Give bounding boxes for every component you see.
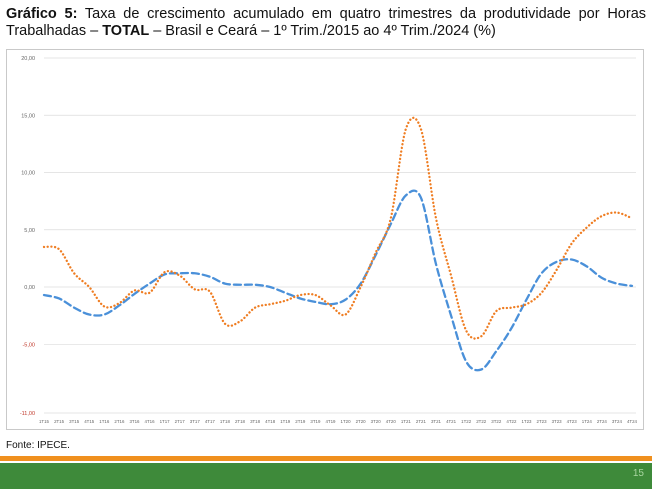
- title-text-1: Taxa de crescimento acumulado em quatro …: [6, 6, 647, 39]
- x-tick-label: 4T22: [506, 419, 517, 424]
- x-tick-label: 1T22: [461, 419, 472, 424]
- source-note: Fonte: IPECE.: [6, 440, 70, 451]
- x-tick-label: 2T22: [476, 419, 487, 424]
- y-tick-label: 0,00: [24, 285, 35, 291]
- page-number: 15: [632, 468, 644, 479]
- x-tick-label: 4T23: [567, 419, 578, 424]
- y-tick-label: 10,00: [21, 171, 35, 177]
- footer-green-bar: [0, 463, 652, 489]
- x-tick-label: 3T24: [612, 419, 623, 424]
- x-tick-label: 1T19: [280, 419, 291, 424]
- x-tick-label: 3T18: [250, 419, 261, 424]
- y-tick-label: 20,00: [21, 56, 35, 62]
- x-tick-label: 3T23: [552, 419, 563, 424]
- x-tick-label: 2T16: [114, 419, 125, 424]
- title-text-2: – Brasil e Ceará – 1º Trim./2015 ao 4º T…: [149, 23, 496, 39]
- x-tick-label: 2T18: [235, 419, 246, 424]
- x-tick-label: 1T21: [401, 419, 412, 424]
- title-bold: TOTAL: [102, 23, 150, 39]
- x-tick-label: 2T17: [175, 419, 186, 424]
- y-tick-label: -5,00: [22, 342, 35, 348]
- x-tick-label: 2T20: [356, 419, 367, 424]
- x-tick-label: 1T24: [582, 419, 593, 424]
- chart-frame: [6, 49, 644, 430]
- x-tick-label: 1T15: [39, 419, 50, 424]
- x-tick-label: 4T19: [325, 419, 336, 424]
- x-tick-label: 1T18: [220, 419, 231, 424]
- y-tick-label: 5,00: [24, 228, 35, 234]
- x-tick-label: 1T16: [99, 419, 110, 424]
- chart-title: Gráfico 5: Taxa de crescimento acumulado…: [6, 6, 646, 40]
- x-tick-label: 2T24: [597, 419, 608, 424]
- x-tick-label: 4T15: [84, 419, 95, 424]
- x-tick-label: 4T16: [145, 419, 156, 424]
- x-tick-label: 1T17: [160, 419, 171, 424]
- y-tick-label: -11,00: [20, 411, 35, 417]
- footer-orange-bar: [0, 456, 652, 461]
- x-tick-label: 3T20: [371, 419, 382, 424]
- series-line-dashed: [42, 189, 634, 372]
- x-tick-label: 3T22: [491, 419, 502, 424]
- x-tick-label: 4T18: [265, 419, 276, 424]
- x-tick-label: 2T23: [537, 419, 548, 424]
- x-tick-label: 3T21: [431, 419, 442, 424]
- x-tick-label: 3T15: [69, 419, 80, 424]
- x-tick-label: 3T19: [310, 419, 321, 424]
- x-tick-label: 1T20: [341, 419, 352, 424]
- x-tick-label: 2T19: [295, 419, 306, 424]
- x-tick-label: 4T17: [205, 419, 216, 424]
- x-tick-label: 2T21: [416, 419, 427, 424]
- x-tick-label: 4T24: [627, 419, 638, 424]
- x-tick-label: 3T17: [190, 419, 201, 424]
- line-chart: 20,00 15,00 10,00 5,00 0,00 -5,00 -11,00 1T15 2T…: [20, 56, 638, 424]
- x-tick-label: 2T15: [54, 419, 65, 424]
- x-tick-label: 3T16: [129, 419, 140, 424]
- x-tick-label: 4T21: [446, 419, 457, 424]
- series-line-dotted: [42, 116, 634, 340]
- x-tick-label: 4T20: [386, 419, 397, 424]
- x-tick-label: 1T23: [521, 419, 532, 424]
- chart-number: Gráfico 5:: [6, 6, 78, 22]
- y-tick-label: 15,00: [21, 113, 35, 119]
